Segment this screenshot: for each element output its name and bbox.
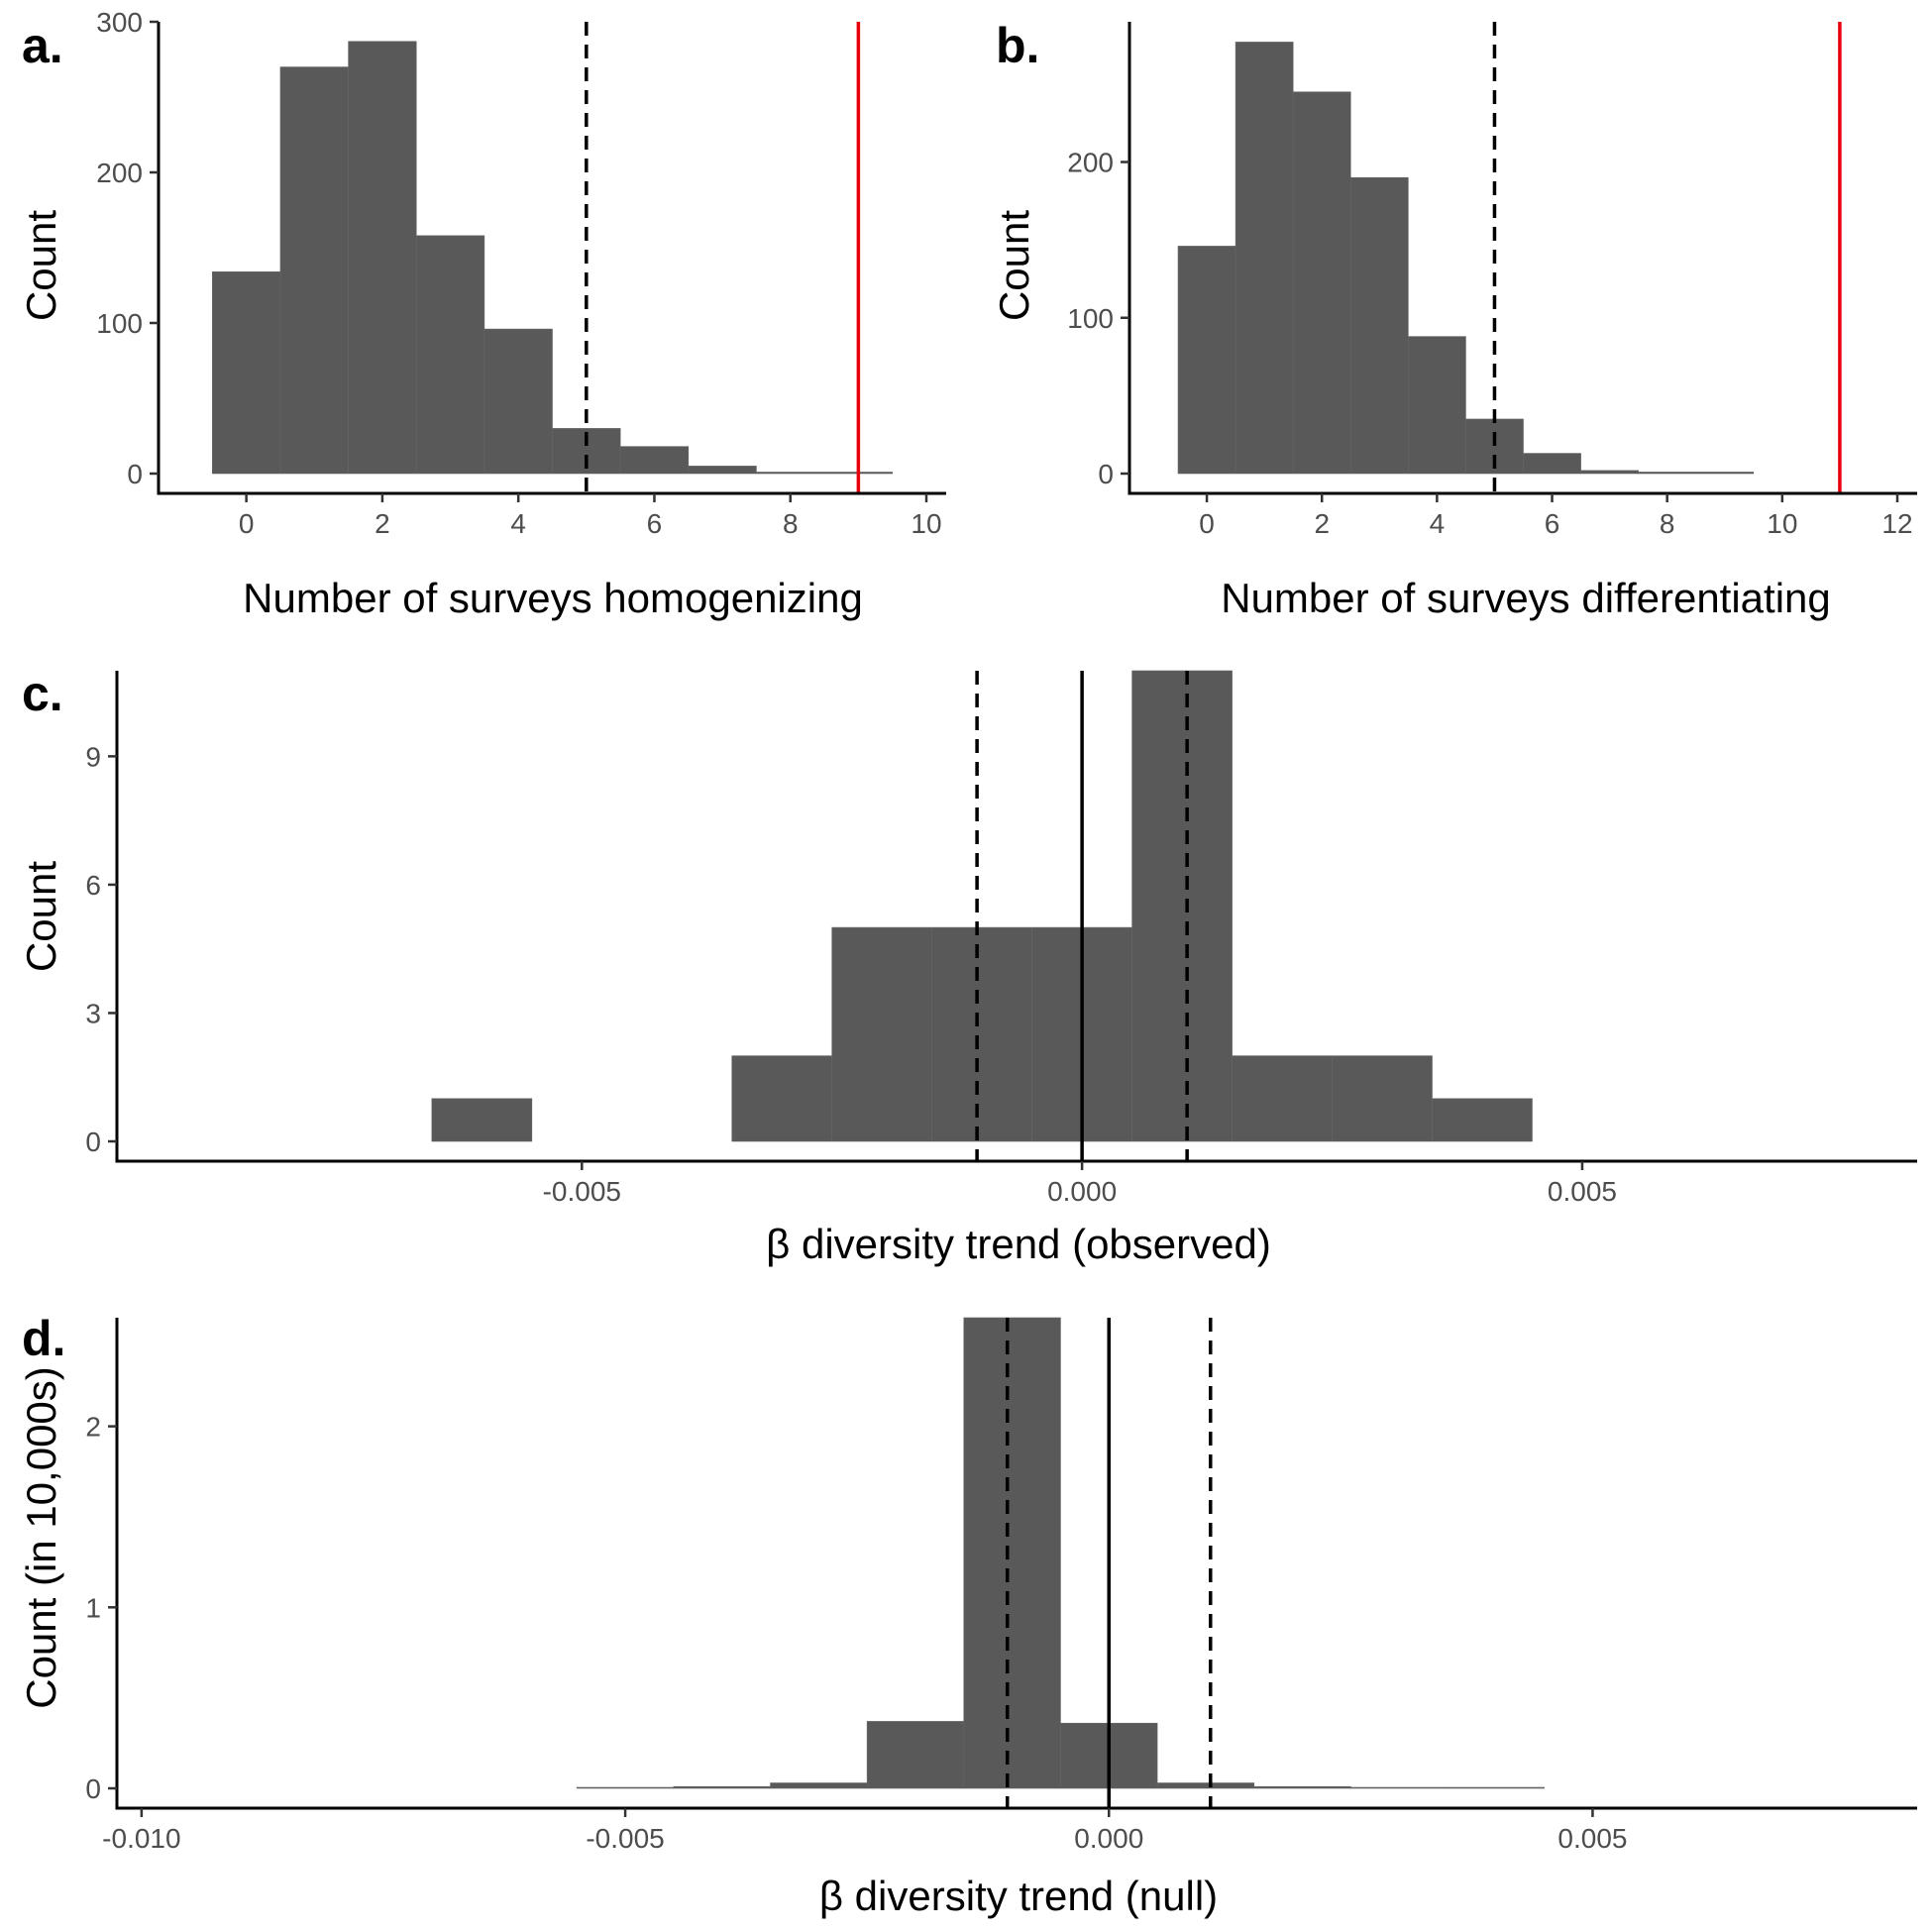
histogram-bar-d-9 (1447, 1786, 1545, 1789)
y-tick-label-a-1: 100 (96, 308, 143, 339)
panel-d: d. 0 1 2 -0.010 -0.005 0.000 0.005 β diversity… (18, 1311, 1917, 1919)
histogram-bar-a-4 (483, 328, 553, 475)
histogram-bar-a-8 (756, 472, 825, 475)
histogram-bar-b-3 (1349, 176, 1409, 475)
histogram-bar-d-7 (1253, 1785, 1351, 1789)
histogram-bar-a-0 (212, 271, 281, 475)
histogram-bar-c-9 (1332, 1055, 1433, 1142)
x-tick-label-d-0: -0.010 (102, 1823, 180, 1854)
y-tick-label-d-2: 2 (85, 1412, 101, 1443)
x-tick-label-b-4: 8 (1660, 508, 1675, 539)
x-tick-label-a-0: 0 (239, 508, 255, 539)
histogram-bar-b-4 (1408, 336, 1466, 475)
histogram-bar-c-3 (731, 1055, 833, 1142)
y-tick-label-d-1: 1 (85, 1592, 101, 1623)
histogram-bar-a-1 (279, 66, 349, 475)
x-axis-title-c: β diversity trend (observed) (766, 1221, 1271, 1267)
x-tick-label-d-2: 0.000 (1074, 1823, 1143, 1854)
x-tick-label-c-2: 0.005 (1548, 1176, 1617, 1207)
histogram-bar-a-7 (688, 466, 757, 475)
y-axis-title-b: Count (991, 210, 1037, 321)
histogram-bar-c-8 (1232, 1055, 1333, 1142)
plot-area-c: 0 3 6 9 -0.005 0.000 0.005 (85, 670, 1917, 1207)
panel-label-b: b. (996, 18, 1039, 73)
panel-label-d: d. (22, 1311, 65, 1366)
x-tick-label-a-2: 4 (510, 508, 526, 539)
y-axis-title-c: Count (18, 861, 64, 972)
histogram-bar-a-3 (415, 235, 485, 475)
x-tick-label-a-1: 2 (375, 508, 390, 539)
x-tick-label-a-4: 8 (783, 508, 799, 539)
plot-area-a: 0 100 200 300 0 2 4 6 8 10 (96, 7, 946, 539)
x-tick-label-b-5: 10 (1767, 508, 1797, 539)
histogram-bar-a-2 (348, 41, 417, 475)
y-tick-label-c-0: 0 (85, 1127, 101, 1157)
histogram-bar-d-4 (963, 1317, 1061, 1789)
histogram-bar-a-6 (619, 446, 690, 475)
histogram-bar-d-6 (1156, 1782, 1255, 1789)
histogram-bar-b-1 (1234, 42, 1294, 475)
histogram-bar-c-7 (1131, 670, 1233, 1142)
x-tick-label-a-3: 6 (647, 508, 663, 539)
plot-area-d: 0 1 2 -0.010 -0.005 0.000 0.005 (85, 1317, 1917, 1854)
y-tick-label-a-3: 300 (96, 7, 143, 38)
histogram-bar-b-2 (1292, 91, 1351, 475)
histogram-bar-c-4 (831, 926, 932, 1142)
histogram-bar-c-10 (1432, 1098, 1533, 1142)
panel-c: c. 0 3 6 9 -0.005 0.000 0.005 β diversity tren… (18, 666, 1917, 1267)
y-axis-title-a: Count (18, 210, 64, 321)
y-tick-label-b-2: 200 (1067, 148, 1114, 178)
y-tick-label-c-2: 6 (85, 870, 101, 901)
histogram-bar-c-0 (431, 1098, 533, 1142)
y-tick-label-c-1: 3 (85, 998, 101, 1028)
histogram-bar-b-8 (1638, 472, 1697, 475)
x-axis-title-b: Number of surveys differentiating (1221, 575, 1831, 621)
x-axis-title-a: Number of surveys homogenizing (243, 575, 863, 621)
x-tick-label-b-1: 2 (1314, 508, 1330, 539)
x-tick-label-c-0: -0.005 (543, 1176, 621, 1207)
histogram-bar-d-0 (576, 1786, 675, 1789)
histogram-bar-d-2 (770, 1782, 868, 1789)
y-tick-label-a-2: 200 (96, 158, 143, 188)
y-tick-label-b-1: 100 (1067, 303, 1114, 334)
x-tick-label-b-0: 0 (1199, 508, 1215, 539)
x-tick-label-d-1: -0.005 (586, 1823, 664, 1854)
histogram-bar-d-8 (1350, 1786, 1449, 1789)
x-tick-label-b-3: 6 (1545, 508, 1560, 539)
histogram-bar-c-5 (931, 926, 1032, 1142)
panel-label-a: a. (22, 18, 63, 73)
y-tick-label-b-0: 0 (1098, 459, 1114, 489)
panel-label-c: c. (22, 666, 63, 721)
histogram-bar-d-3 (866, 1721, 965, 1789)
x-tick-label-a-5: 10 (911, 508, 941, 539)
histogram-bar-b-6 (1523, 453, 1581, 475)
histogram-bar-b-0 (1177, 246, 1236, 475)
histogram-bar-d-1 (673, 1785, 771, 1789)
x-tick-label-c-1: 0.000 (1047, 1176, 1117, 1207)
x-tick-label-b-6: 12 (1881, 508, 1912, 539)
x-axis-title-d: β diversity trend (null) (819, 1873, 1218, 1919)
y-tick-label-c-3: 9 (85, 741, 101, 772)
y-tick-label-a-0: 0 (127, 459, 143, 489)
y-axis-title-d: Count (in 10,000s) (18, 1366, 64, 1709)
panel-b: b. 0 100 200 0 2 4 6 8 10 12 Number of surveys di… (991, 18, 1917, 621)
histogram-bar-b-9 (1695, 472, 1755, 475)
histogram-bar-b-7 (1580, 470, 1639, 475)
plot-area-b: 0 100 200 0 2 4 6 8 10 12 (1067, 22, 1917, 539)
x-tick-label-d-3: 0.005 (1557, 1823, 1627, 1854)
panel-a: a. 0 100 200 300 0 2 4 6 8 10 Number of surveys h… (18, 7, 946, 621)
y-tick-label-d-0: 0 (85, 1773, 101, 1804)
x-tick-label-b-2: 4 (1430, 508, 1446, 539)
